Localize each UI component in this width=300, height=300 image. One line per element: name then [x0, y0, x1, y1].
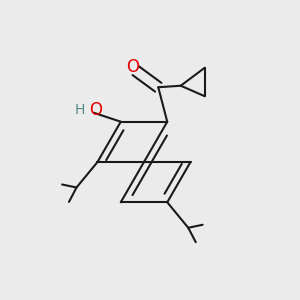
Text: H: H [75, 103, 86, 117]
Text: O: O [126, 58, 139, 76]
Text: O: O [89, 101, 102, 119]
